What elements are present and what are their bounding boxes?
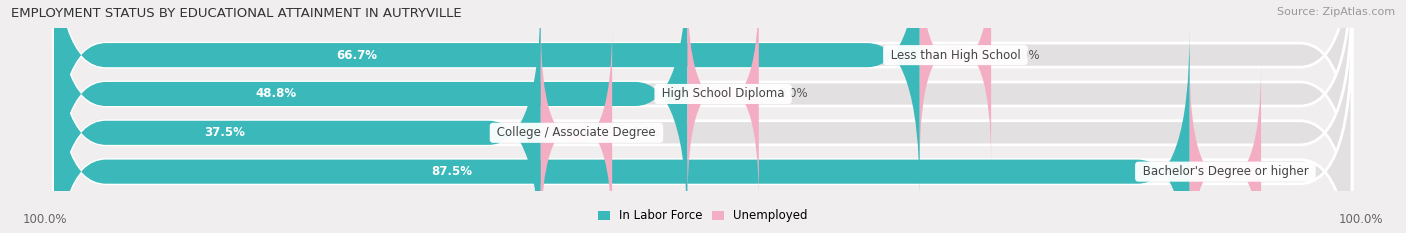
FancyBboxPatch shape	[53, 28, 1189, 233]
FancyBboxPatch shape	[1189, 65, 1261, 233]
Text: Bachelor's Degree or higher: Bachelor's Degree or higher	[1139, 165, 1312, 178]
Text: 0.0%: 0.0%	[1011, 49, 1040, 62]
Text: High School Diploma: High School Diploma	[658, 87, 789, 100]
Text: 37.5%: 37.5%	[204, 126, 245, 139]
Text: 0.0%: 0.0%	[631, 126, 661, 139]
Legend: In Labor Force, Unemployed: In Labor Force, Unemployed	[593, 205, 813, 227]
FancyBboxPatch shape	[53, 0, 1353, 199]
Text: 66.7%: 66.7%	[336, 49, 378, 62]
Text: 48.8%: 48.8%	[254, 87, 297, 100]
Text: 87.5%: 87.5%	[432, 165, 472, 178]
Text: 100.0%: 100.0%	[22, 213, 67, 226]
FancyBboxPatch shape	[920, 0, 991, 162]
FancyBboxPatch shape	[53, 0, 1353, 233]
FancyBboxPatch shape	[53, 0, 1353, 233]
Text: EMPLOYMENT STATUS BY EDUCATIONAL ATTAINMENT IN AUTRYVILLE: EMPLOYMENT STATUS BY EDUCATIONAL ATTAINM…	[11, 7, 463, 20]
FancyBboxPatch shape	[53, 0, 541, 233]
FancyBboxPatch shape	[53, 28, 1353, 233]
Text: Source: ZipAtlas.com: Source: ZipAtlas.com	[1277, 7, 1395, 17]
FancyBboxPatch shape	[53, 0, 920, 199]
Text: Less than High School: Less than High School	[887, 49, 1024, 62]
Text: 100.0%: 100.0%	[1339, 213, 1384, 226]
Text: 0.0%: 0.0%	[779, 87, 808, 100]
FancyBboxPatch shape	[688, 0, 759, 201]
FancyBboxPatch shape	[541, 26, 612, 233]
Text: College / Associate Degree: College / Associate Degree	[494, 126, 659, 139]
Text: 0.0%: 0.0%	[1281, 165, 1310, 178]
FancyBboxPatch shape	[53, 0, 688, 233]
